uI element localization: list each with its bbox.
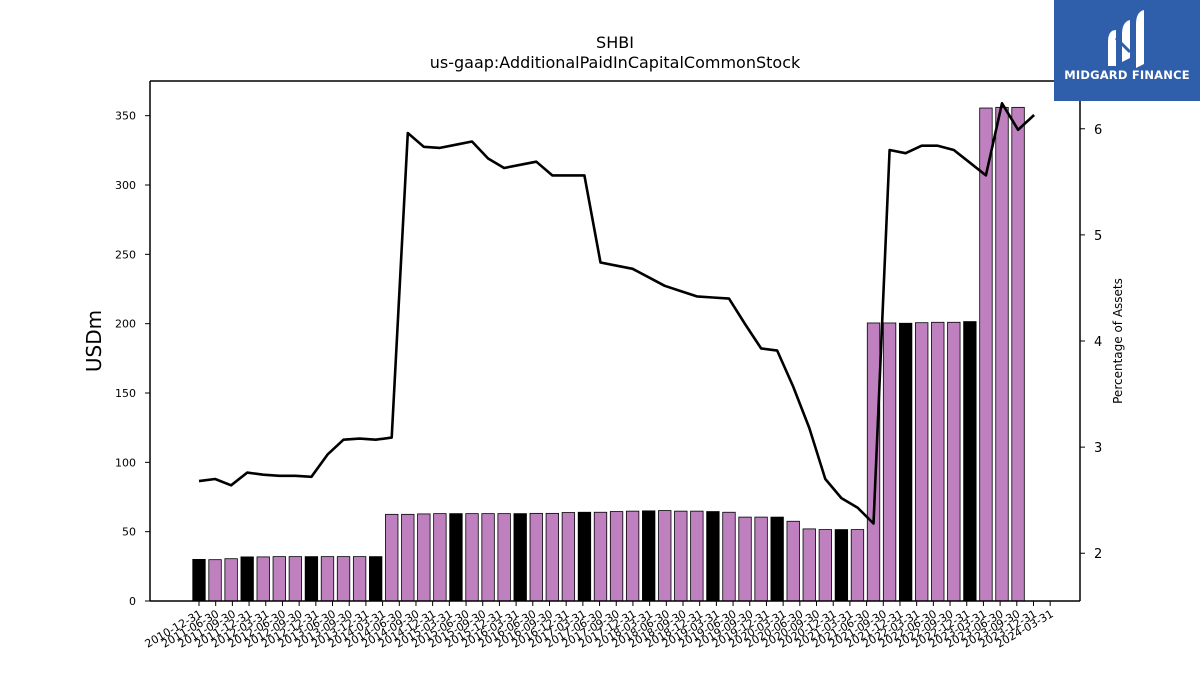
bar	[995, 106, 1009, 602]
y2-tick-label: 4	[1094, 335, 1102, 350]
bar	[625, 510, 640, 602]
axes: 050100150200250300350234562010-12-312011…	[115, 80, 1102, 651]
bar	[818, 529, 832, 602]
bar	[609, 511, 624, 602]
bar	[915, 322, 929, 602]
bar	[706, 511, 720, 602]
y-tick-label: 0	[129, 595, 136, 608]
bar	[754, 516, 768, 602]
bar	[352, 556, 367, 602]
y2-tick-label: 6	[1094, 123, 1102, 138]
bar	[642, 510, 656, 602]
bar	[529, 512, 543, 602]
y-tick-label: 350	[115, 110, 136, 123]
bar	[577, 511, 592, 602]
y-tick-label: 200	[115, 318, 136, 331]
y2-tick-label: 3	[1094, 441, 1102, 456]
bar	[882, 322, 897, 602]
bar	[433, 513, 447, 602]
bar	[963, 321, 977, 602]
bar	[658, 510, 672, 602]
bar	[722, 511, 736, 602]
bar	[336, 556, 351, 602]
y2-axis-label: Percentage of Assets	[1111, 278, 1125, 404]
bar	[1011, 106, 1025, 602]
bar	[802, 528, 816, 602]
line-series	[198, 102, 1035, 525]
y-tick-label: 150	[115, 387, 136, 400]
brand-logo: MIDGARD FINANCE	[1054, 0, 1200, 101]
y-tick-label: 300	[115, 179, 136, 192]
y2-tick-label: 2	[1094, 547, 1102, 562]
bar	[690, 510, 704, 602]
percentage-line	[198, 102, 1035, 525]
bar	[674, 510, 688, 602]
bar	[738, 516, 752, 602]
bar	[272, 556, 286, 602]
bar	[770, 516, 784, 602]
y-tick-label: 100	[115, 456, 136, 469]
bar	[256, 556, 270, 602]
bar	[224, 558, 238, 602]
midgard-logo-icon	[1108, 10, 1144, 68]
bar	[385, 513, 399, 602]
y-axis-label: USDm	[82, 310, 106, 372]
bar	[240, 556, 254, 602]
bar	[979, 107, 993, 602]
y2-tick-label: 5	[1094, 229, 1102, 244]
bar	[192, 559, 206, 602]
bar	[850, 529, 865, 602]
bar	[513, 513, 527, 602]
bar	[401, 513, 415, 602]
bar	[288, 556, 303, 602]
brand-name: MIDGARD FINANCE	[1064, 68, 1190, 82]
chart-title: SHBI	[596, 33, 634, 52]
bar	[208, 559, 222, 602]
bar	[497, 513, 511, 602]
chart-subtitle: us-gaap:AdditionalPaidInCapitalCommonSto…	[430, 53, 801, 72]
bar	[481, 513, 495, 602]
bar	[320, 556, 335, 602]
bar	[947, 321, 961, 602]
bar	[786, 520, 800, 602]
bar-series	[192, 106, 1025, 602]
bar	[898, 322, 913, 602]
bar	[417, 513, 431, 602]
bar	[593, 511, 608, 602]
bar	[834, 529, 849, 602]
bar	[449, 513, 463, 602]
bar	[545, 512, 559, 602]
bar	[866, 322, 881, 602]
y-tick-label: 250	[115, 248, 136, 261]
bar	[304, 556, 319, 602]
bar	[931, 321, 945, 602]
bar	[561, 512, 576, 602]
bar	[369, 556, 383, 602]
bar	[465, 513, 479, 602]
y-tick-label: 50	[122, 526, 136, 539]
